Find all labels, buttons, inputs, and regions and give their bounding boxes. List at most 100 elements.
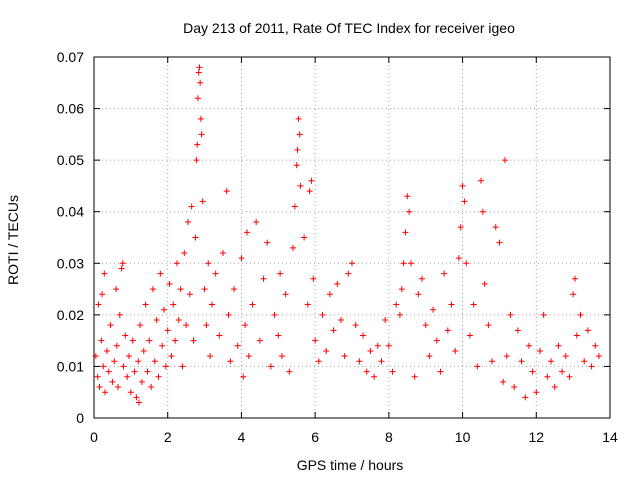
x-tick-label: 0 [90,429,98,445]
data-point [352,322,359,329]
data-point [208,301,215,308]
data-point [173,260,180,267]
y-tick-label: 0.06 [57,101,84,117]
data-point [406,208,413,215]
y-axis-label: ROTI / TECUs [5,195,21,285]
data-point [126,353,133,360]
data-point [319,311,326,318]
data-point [111,358,118,365]
data-point [159,342,166,349]
data-point [203,322,210,329]
data-point [595,353,602,360]
data-point [129,337,136,344]
data-point [400,260,407,267]
data-point [396,311,403,318]
data-point [220,249,226,256]
data-point [151,358,158,365]
data-point [286,368,293,375]
data-point [433,337,440,344]
data-point [559,368,566,375]
x-tick-label: 2 [164,429,172,445]
chart-title: Day 213 of 2011, Rate Of TEC Index for r… [183,20,515,36]
data-point [555,342,562,349]
data-point [304,301,311,308]
y-tick-label: 0.04 [57,204,84,220]
data-point [144,368,151,375]
x-tick-label: 8 [385,429,393,445]
data-point [297,182,304,189]
data-point [201,286,208,293]
x-tick-label: 14 [602,429,618,445]
data-point [584,327,591,334]
data-point [334,280,341,287]
data-point [551,384,558,391]
data-point [459,182,466,189]
data-point [481,280,488,287]
data-point [588,363,595,370]
data-point [183,322,190,329]
data-point [264,239,271,246]
data-point [122,332,129,339]
data-point [419,275,426,282]
data-point [107,322,114,329]
data-point [341,353,348,360]
data-point [116,311,123,318]
data-point [503,353,510,360]
data-point [135,399,142,406]
data-point [99,291,106,298]
data-point [326,291,333,298]
data-point [522,394,529,401]
x-tick-label: 10 [455,429,471,445]
data-point [124,373,131,380]
data-point [507,311,514,318]
data-point [170,301,177,308]
data-point [179,363,186,370]
data-point [238,255,245,262]
data-point [135,358,142,365]
data-point [113,286,120,293]
data-point [312,337,319,344]
data-point [172,337,179,344]
x-tick-label: 6 [311,429,319,445]
data-point [422,322,429,329]
data-point [514,327,521,334]
data-point [162,363,169,370]
data-point [161,306,168,313]
data-point [192,234,199,241]
y-tick-label: 0.07 [57,49,84,65]
data-point [485,322,492,329]
data-point [113,342,120,349]
y-tick-label: 0.05 [57,152,84,168]
data-point [100,363,107,370]
data-point [415,291,422,298]
data-point [474,363,481,370]
data-point [114,384,121,391]
data-point [544,373,551,380]
data-point [461,198,468,205]
data-point [196,64,203,71]
data-points [92,64,602,406]
data-point [227,358,234,365]
data-point [356,358,363,365]
x-axis-label: GPS time / hours [297,457,404,473]
data-point [345,270,352,277]
data-point [441,270,448,277]
data-point [382,317,389,324]
data-point [290,244,297,251]
data-point [181,249,188,256]
data-point [137,322,144,329]
data-point [463,260,470,267]
data-point [411,373,418,380]
data-point [94,373,101,380]
data-point [573,332,580,339]
data-point [455,255,462,262]
data-point [444,327,451,334]
data-point [275,332,282,339]
data-point [223,188,230,195]
data-point [234,342,241,349]
data-point [216,332,223,339]
data-point [103,347,110,354]
data-point [155,373,162,380]
data-point [102,389,109,396]
